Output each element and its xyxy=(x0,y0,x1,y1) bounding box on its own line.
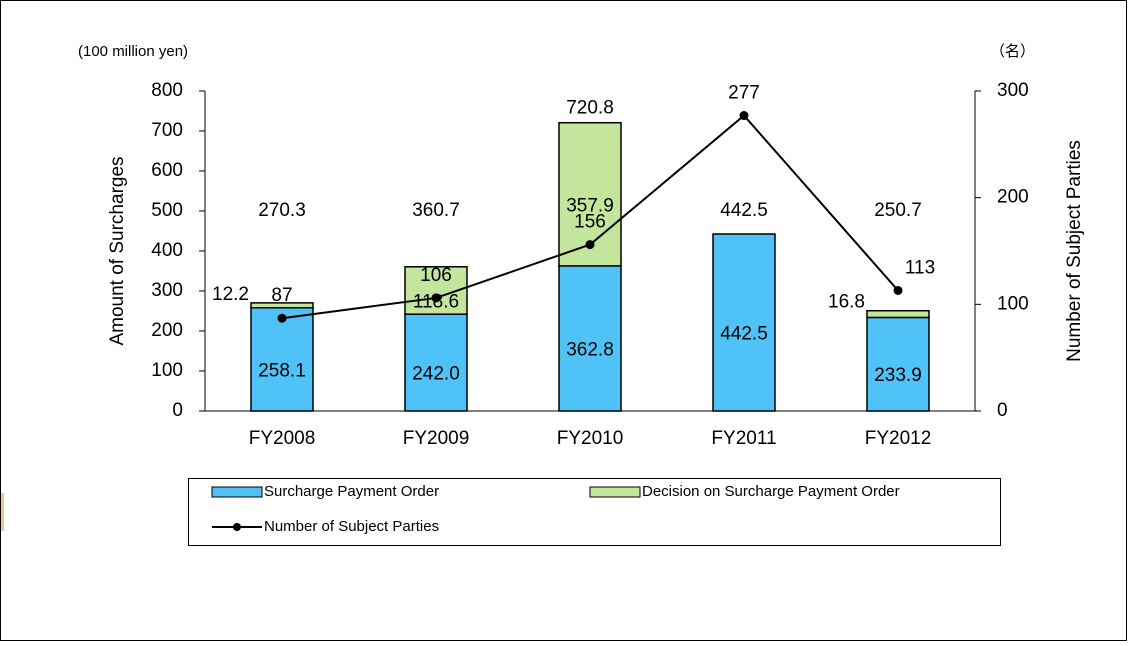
y-tick-label: 0 xyxy=(172,400,183,421)
bar-segment xyxy=(866,309,930,319)
line-label: 277 xyxy=(728,83,760,104)
edge-mark xyxy=(1,493,4,531)
total-label: 442.5 xyxy=(720,200,768,221)
bar-segment xyxy=(558,265,622,412)
total-label: 720.8 xyxy=(566,98,614,119)
y2-tick-label: 100 xyxy=(997,293,1029,314)
data-label: 258.1 xyxy=(258,360,306,381)
legend-label: Surcharge Payment Order xyxy=(264,483,439,500)
y-tick-label: 100 xyxy=(151,360,183,381)
x-tick-label: FY2012 xyxy=(865,428,932,449)
data-label: 233.9 xyxy=(874,365,922,386)
y2-tick-label: 200 xyxy=(997,187,1029,208)
line-point xyxy=(277,313,287,323)
y2-axis-title: Number of Subject Parties xyxy=(1064,140,1085,362)
y-tick-label: 800 xyxy=(151,80,183,101)
bar-segment xyxy=(404,313,468,412)
line-point xyxy=(739,111,749,121)
y-tick-label: 500 xyxy=(151,200,183,221)
data-label: 357.9 xyxy=(566,195,614,216)
bar-segment xyxy=(712,233,776,412)
data-label: 16.8 xyxy=(828,292,865,313)
legend-swatch xyxy=(211,486,263,498)
y-tick-label: 200 xyxy=(151,320,183,341)
y-tick-label: 600 xyxy=(151,160,183,181)
legend-point xyxy=(233,523,241,531)
data-label: 442.5 xyxy=(720,324,768,345)
x-tick-label: FY2010 xyxy=(557,428,624,449)
legend-label: Number of Subject Parties xyxy=(264,518,439,535)
legend xyxy=(188,478,1001,546)
data-label: 362.8 xyxy=(566,339,614,360)
data-label: 12.2 xyxy=(212,284,249,305)
x-tick-label: FY2008 xyxy=(249,428,316,449)
line-label: 156 xyxy=(574,212,606,233)
x-tick-label: FY2009 xyxy=(403,428,470,449)
line-label: 113 xyxy=(905,257,935,278)
line-point xyxy=(431,293,441,303)
total-label: 250.7 xyxy=(874,200,922,221)
data-label: 242.0 xyxy=(412,364,460,385)
bar-segment xyxy=(250,302,314,309)
y2-tick-label: 300 xyxy=(997,80,1029,101)
total-label: 270.3 xyxy=(258,200,306,221)
bar-segment xyxy=(250,307,314,412)
legend-label: Decision on Surcharge Payment Order xyxy=(642,483,900,500)
line-label: 106 xyxy=(420,265,452,286)
legend-swatch xyxy=(589,486,641,498)
bar-segment xyxy=(866,316,930,412)
y2-tick-label: 0 xyxy=(997,400,1008,421)
total-label: 360.7 xyxy=(412,200,460,221)
y-tick-label: 300 xyxy=(151,280,183,301)
line-label: 87 xyxy=(271,285,292,306)
y-tick-label: 700 xyxy=(151,120,183,141)
y-axis-title: Amount of Surcharges xyxy=(107,156,128,345)
line-point xyxy=(585,240,595,250)
x-tick-label: FY2011 xyxy=(711,428,776,449)
y2-unit: （名） xyxy=(990,43,1035,60)
y-unit: (100 million yen) xyxy=(78,43,188,60)
line-point xyxy=(893,285,903,295)
y-tick-label: 400 xyxy=(151,240,183,261)
